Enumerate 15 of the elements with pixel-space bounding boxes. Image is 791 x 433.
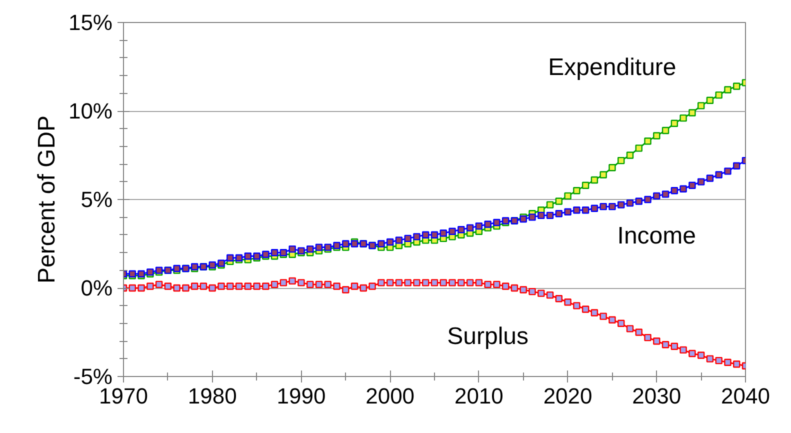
x-tick-label: 2020 [543,384,592,408]
series-label: Surplus [447,322,528,350]
y-tick-label: 0% [80,276,112,300]
y-tick-label: 15% [68,10,113,35]
x-tick-label: 2000 [366,384,415,408]
series-label: Income [617,222,696,250]
x-tick-label: 2030 [632,384,682,408]
series-label: Expenditure [548,54,676,82]
y-tick-label: 10% [68,98,113,124]
x-tick-label: 1980 [188,384,237,408]
x-tick-label: 2040 [721,384,770,408]
y-axis-title: Percent of GDP [33,115,60,284]
x-tick-label: 2010 [454,384,504,408]
y-tick-label: 5% [80,187,112,212]
x-tick-label: 1990 [276,384,326,408]
